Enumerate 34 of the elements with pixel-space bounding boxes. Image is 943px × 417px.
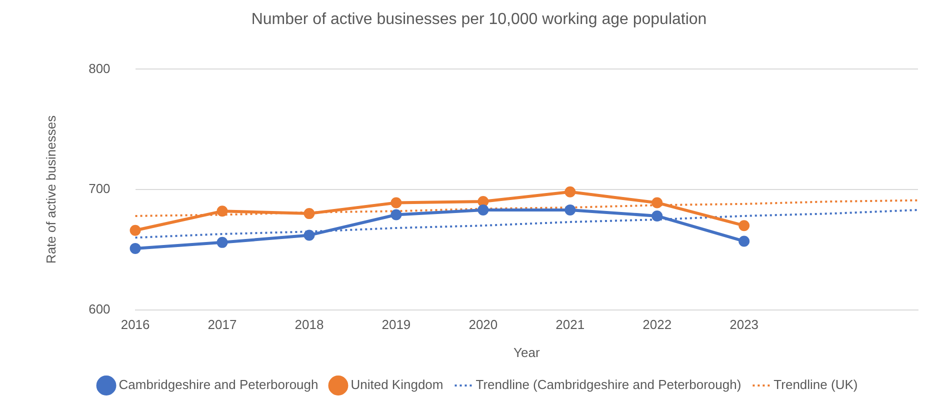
y-tick-label: 700 <box>88 181 110 196</box>
x-tick-label: 2018 <box>294 317 324 332</box>
point <box>304 230 315 241</box>
x-tick-label: 2020 <box>468 317 498 332</box>
point <box>216 236 228 248</box>
point <box>738 220 750 232</box>
point <box>390 197 402 208</box>
y-axis-title: Rate of active businesses <box>43 114 58 264</box>
x-tick-label: 2016 <box>120 317 150 332</box>
chart-title: Number of active businesses per 10,000 working age population <box>251 11 707 28</box>
legend-label: Trendline (UK) <box>774 377 858 392</box>
y-tick-label: 800 <box>88 60 110 76</box>
point <box>652 197 663 208</box>
point <box>130 224 141 236</box>
x-tick-label: 2021 <box>556 317 585 332</box>
y-tick-label: 600 <box>88 301 110 316</box>
legend-label: United Kingdom <box>350 377 444 392</box>
point <box>304 208 315 220</box>
point <box>478 196 489 208</box>
x-axis-title: Year <box>514 344 540 360</box>
point <box>738 236 750 247</box>
x-tick-label: 2023 <box>730 317 759 332</box>
x-tick-label: 2022 <box>642 317 672 332</box>
legend-label: Cambridgeshire and Peterborough <box>118 377 318 392</box>
point <box>478 204 489 216</box>
x-tick-label: 2017 <box>208 317 237 332</box>
x-tick-label: 2019 <box>382 317 411 332</box>
point <box>564 204 576 216</box>
point <box>130 242 141 254</box>
point <box>652 210 663 222</box>
legend-label: Trendline (Cambridgeshire and Peterborough) <box>476 377 742 392</box>
point <box>390 209 402 220</box>
point <box>564 186 576 198</box>
point <box>216 206 228 217</box>
